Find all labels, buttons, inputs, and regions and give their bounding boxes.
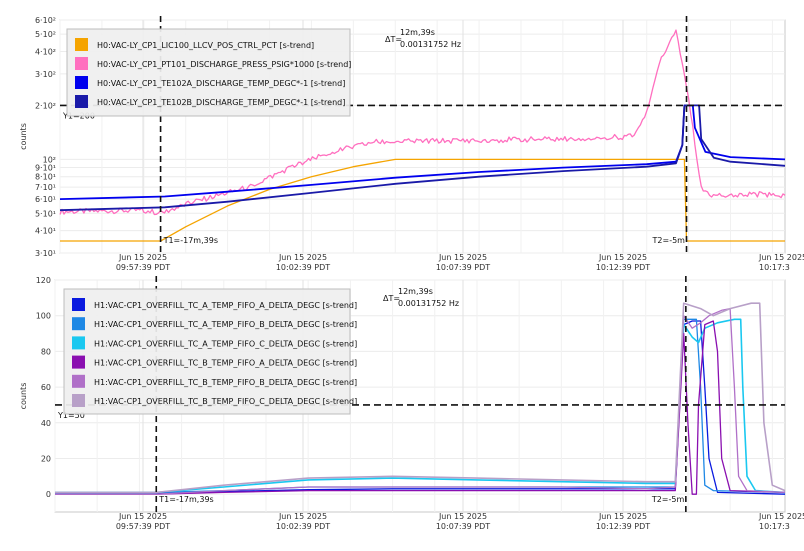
y-axis-label: counts (19, 383, 28, 410)
cursor-t2-label: T2=-5m (652, 236, 686, 245)
legend-entry: H1:VAC-CP1_OVERFILL_TC_A_TEMP_FIFO_B_DEL… (94, 320, 357, 329)
delta-label: ΔT= (385, 35, 402, 44)
series-line (55, 302, 786, 494)
x-tick-label: 10:12:39 PDT (596, 263, 650, 272)
legend-box (66, 28, 351, 117)
x-tick-label: 10:07:39 PDT (436, 522, 490, 531)
series-line (55, 318, 786, 494)
x-tick-label: 09:57:39 PDT (116, 263, 170, 272)
legend-entry: H1:VAC-CP1_OVERFILL_TC_B_TEMP_FIFO_B_DEL… (94, 378, 357, 387)
legend-swatch (75, 95, 88, 108)
y-tick-label: 80 (41, 347, 51, 356)
series-line (59, 104, 786, 200)
y-tick-label: 40 (41, 419, 51, 428)
legend-entry: H0:VAC-LY_CP1_PT101_DISCHARGE_PRESS_PSIG… (97, 60, 351, 69)
x-tick-label: 10:12:39 PDT (596, 522, 650, 531)
legend-entry: H1:VAC-CP1_OVERFILL_TC_A_TEMP_FIFO_C_DEL… (94, 339, 357, 348)
x-tick-label: 09:57:39 PDT (116, 522, 170, 531)
y-tick-label: 5·10¹ (35, 209, 56, 218)
y-tick-label: 8·10¹ (35, 173, 56, 182)
y-tick-label: 60 (41, 383, 51, 392)
x-tick-label: Jun 15 2025 (598, 253, 647, 262)
x-tick-label: 10:17:3 (759, 263, 790, 272)
legend-swatch (75, 76, 88, 89)
x-tick-label: 10:07:39 PDT (436, 263, 490, 272)
legend-swatch (72, 317, 85, 331)
cursor-y1-label: Y1=50 (57, 411, 85, 420)
y-tick-label: 2·10² (35, 101, 56, 110)
y-axis-label: counts (19, 123, 28, 150)
delta-time: 12m,39s (400, 28, 435, 37)
legend-swatch (72, 374, 85, 388)
cursor-t2-label: T2=-5m (651, 495, 685, 504)
x-tick-label: Jun 15 2025 (438, 512, 487, 521)
x-tick-label: Jun 15 2025 (118, 253, 167, 262)
x-tick-label: Jun 15 2025 (278, 512, 327, 521)
x-tick-label: Jun 15 2025 (278, 253, 327, 262)
legend-entry: H1:VAC-CP1_OVERFILL_TC_A_TEMP_FIFO_A_DEL… (94, 301, 357, 310)
x-tick-label: Jun 15 2025 (118, 512, 167, 521)
cursor-t1-label: T1=-17m,39s (158, 495, 213, 504)
legend-entry: H0:VAC-LY_CP1_TE102A_DISCHARGE_TEMP_DEGC… (97, 79, 345, 88)
y-tick-label: 100 (36, 312, 51, 321)
x-tick-label: Jun 15 2025 (758, 253, 804, 262)
legend-entry: H0:VAC-LY_CP1_TE102B_DISCHARGE_TEMP_DEGC… (97, 98, 345, 107)
x-tick-label: 10:02:39 PDT (276, 263, 330, 272)
top-chart: 6·10² 5·10² 4·10² 3·10² 2·10² 10²9·10¹8·10¹7·… (19, 16, 804, 272)
y-tick-label: 7·10¹ (35, 183, 56, 192)
delta-frequency: 0.00131752 Hz (398, 299, 459, 308)
y-tick-label: 3·10¹ (35, 249, 56, 258)
legend-swatch (75, 57, 88, 70)
y-tick-label: 5·10² (35, 30, 56, 39)
cursor-t1-label: T1=-17m,39s (163, 236, 218, 245)
y-tick-label: 3·10² (35, 70, 56, 79)
x-tick-label: Jun 15 2025 (598, 512, 647, 521)
delta-label: ΔT= (383, 294, 400, 303)
y-tick-label: 6·10¹ (35, 195, 56, 204)
x-tick-label: Jun 15 2025 (758, 512, 804, 521)
y-tick-label: 4·10² (35, 48, 56, 57)
legend-swatch (72, 355, 85, 369)
delta-frequency: 0.00131752 Hz (400, 40, 461, 49)
series-line (60, 158, 785, 242)
y-tick-label: 120 (36, 276, 51, 285)
legend-box (63, 288, 351, 415)
x-tick-label: Jun 15 2025 (438, 253, 487, 262)
y-tick-label: 0 (46, 490, 51, 499)
legend-swatch (72, 298, 85, 311)
x-tick-label: 10:02:39 PDT (276, 522, 330, 531)
y-tick-label: 20 (41, 454, 51, 463)
legend-entry: H1:VAC-CP1_OVERFILL_TC_B_TEMP_FIFO_A_DEL… (94, 359, 357, 368)
legend-swatch (72, 394, 85, 407)
series-line (55, 320, 786, 495)
legend-swatch (75, 38, 88, 51)
y-tick-label: 9·10¹ (35, 164, 56, 173)
series-line (59, 104, 786, 212)
y-tick-label: 4·10¹ (35, 227, 56, 236)
x-tick-label: 10:17:3 (759, 522, 790, 531)
legend-swatch (72, 336, 85, 350)
y-tick-label: 10² (43, 155, 56, 164)
delta-time: 12m,39s (398, 287, 433, 296)
y-tick-label: 6·10² (35, 16, 56, 25)
series-line (59, 29, 786, 216)
legend-entry: H1:VAC-CP1_OVERFILL_TC_B_TEMP_FIFO_C_DEL… (94, 397, 357, 406)
legend-entry: H0:VAC-LY_CP1_LIC100_LLCV_POS_CTRL_PCT [… (97, 41, 314, 50)
